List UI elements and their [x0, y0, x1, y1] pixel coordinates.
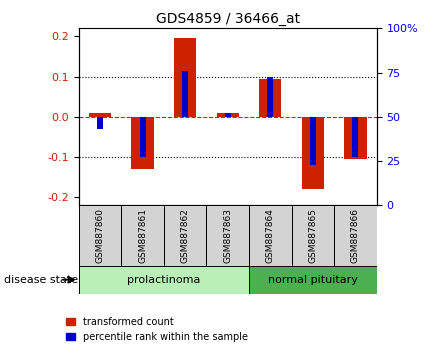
- Bar: [344, 117, 367, 159]
- FancyBboxPatch shape: [292, 205, 334, 266]
- Bar: [182, 70, 188, 117]
- Bar: [310, 117, 316, 165]
- FancyBboxPatch shape: [249, 266, 377, 294]
- Text: disease state: disease state: [4, 275, 78, 285]
- Bar: [302, 117, 324, 189]
- Bar: [259, 79, 282, 117]
- Text: GSM887865: GSM887865: [308, 208, 318, 263]
- FancyBboxPatch shape: [206, 205, 249, 266]
- Bar: [140, 117, 146, 157]
- Bar: [97, 117, 103, 129]
- Bar: [89, 113, 111, 117]
- Text: GSM887866: GSM887866: [351, 208, 360, 263]
- FancyBboxPatch shape: [249, 205, 292, 266]
- Text: GSM887860: GSM887860: [95, 208, 105, 263]
- Bar: [267, 78, 273, 117]
- Text: prolactinoma: prolactinoma: [127, 275, 201, 285]
- Bar: [353, 117, 358, 157]
- Bar: [216, 113, 239, 117]
- FancyBboxPatch shape: [121, 205, 164, 266]
- Text: GSM887861: GSM887861: [138, 208, 147, 263]
- FancyBboxPatch shape: [334, 205, 377, 266]
- Legend: transformed count, percentile rank within the sample: transformed count, percentile rank withi…: [62, 313, 252, 346]
- Bar: [174, 38, 196, 117]
- Text: GSM887863: GSM887863: [223, 208, 232, 263]
- Bar: [225, 113, 231, 117]
- FancyBboxPatch shape: [79, 266, 249, 294]
- Bar: [131, 117, 154, 169]
- Text: normal pituitary: normal pituitary: [268, 275, 358, 285]
- Title: GDS4859 / 36466_at: GDS4859 / 36466_at: [155, 12, 300, 26]
- Text: GSM887864: GSM887864: [266, 208, 275, 263]
- FancyBboxPatch shape: [79, 205, 121, 266]
- Text: GSM887862: GSM887862: [181, 208, 190, 263]
- FancyBboxPatch shape: [164, 205, 206, 266]
